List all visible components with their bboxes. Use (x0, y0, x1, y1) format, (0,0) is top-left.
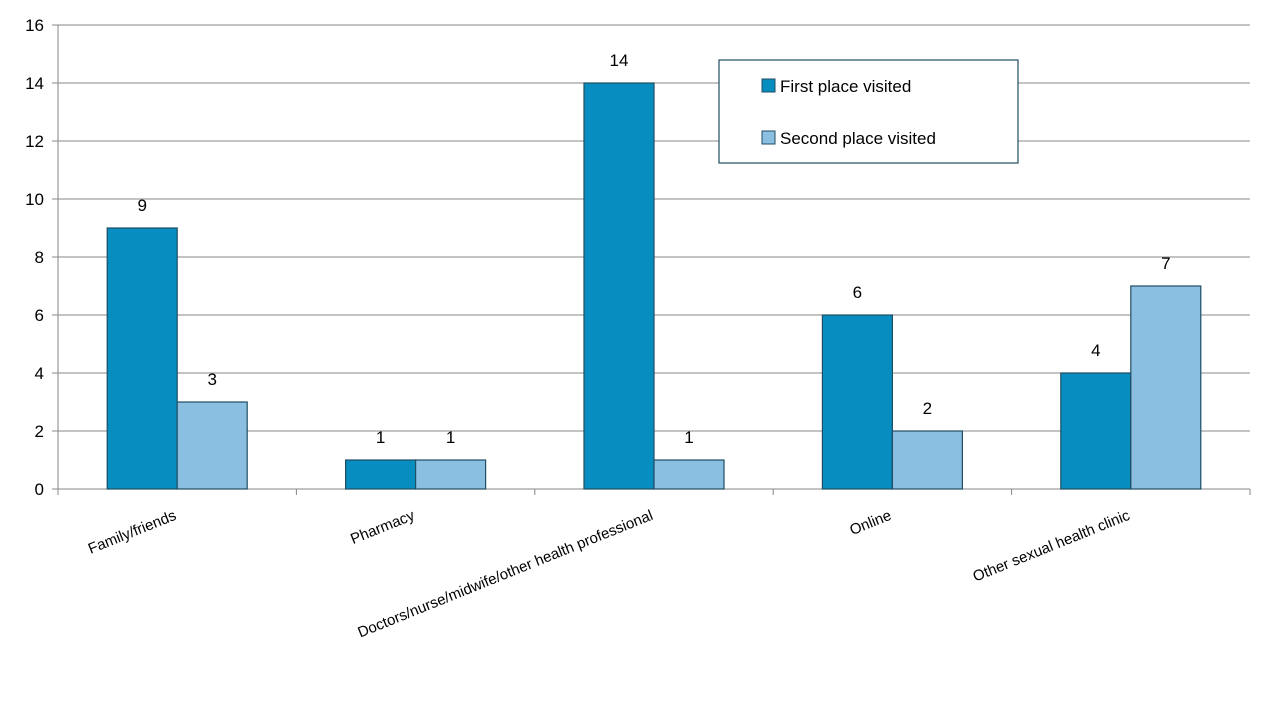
data-label: 14 (610, 51, 629, 70)
y-tick-label: 16 (25, 16, 44, 35)
bars (106, 82, 1202, 490)
legend-label: First place visited (780, 77, 911, 96)
x-category-label: Family/friends (86, 507, 179, 558)
legend-label: Second place visited (780, 129, 936, 148)
data-labels: 9 3 1 1 14 1 6 2 4 7 (137, 51, 1170, 447)
data-label: 4 (1091, 341, 1100, 360)
bar-second-place (891, 430, 964, 490)
data-label: 1 (684, 428, 693, 447)
bar-second-place (653, 459, 725, 490)
category-labels: Family/friends PharmacyDoctors/nurse/midw… (86, 507, 1133, 642)
y-tick-label: 10 (25, 190, 44, 209)
y-tick-label: 6 (35, 306, 44, 325)
data-label: 7 (1161, 254, 1170, 273)
y-tick-label: 2 (35, 422, 44, 441)
legend-swatch (761, 130, 776, 145)
y-tick-label: 12 (25, 132, 44, 151)
legend: First place visited Second place visited (718, 59, 1019, 164)
x-category-label: Other sexual health clinic (971, 507, 1133, 586)
data-label: 1 (376, 428, 385, 447)
y-tick-label: 8 (35, 248, 44, 267)
bar-first-place (583, 82, 655, 490)
x-category-label: Pharmacy (348, 507, 417, 548)
bar-first-place (1060, 372, 1132, 490)
bar-second-place (176, 401, 248, 490)
legend-swatch (761, 78, 776, 93)
bar-second-place (415, 459, 487, 490)
bar-first-place (106, 227, 178, 490)
data-label: 3 (207, 370, 216, 389)
data-label: 6 (853, 283, 862, 302)
legend-box (718, 59, 1019, 164)
bar-first-place (345, 459, 417, 490)
data-label: 1 (446, 428, 455, 447)
data-label: 9 (137, 196, 146, 215)
y-tick-label: 0 (35, 480, 44, 499)
data-label: 2 (923, 399, 932, 418)
bar-second-place (1130, 285, 1202, 490)
y-tick-label: 4 (35, 364, 44, 383)
bar-first-place (821, 314, 894, 490)
x-category-label: Online (847, 507, 894, 539)
y-tick-label: 14 (25, 74, 44, 93)
